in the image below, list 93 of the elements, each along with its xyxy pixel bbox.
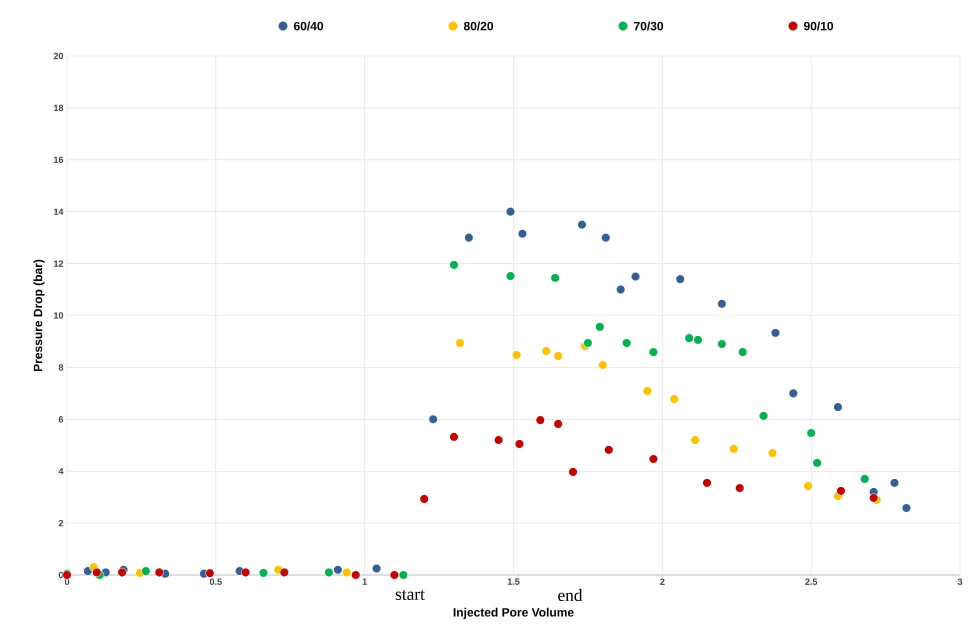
point bbox=[833, 402, 843, 412]
point bbox=[241, 568, 250, 577]
y-tick-label: 10 bbox=[54, 312, 64, 319]
point bbox=[738, 348, 748, 357]
point bbox=[428, 414, 438, 424]
point bbox=[512, 350, 522, 360]
point bbox=[420, 494, 429, 504]
point bbox=[860, 474, 870, 484]
point bbox=[812, 458, 822, 468]
point bbox=[506, 207, 516, 216]
y-tick-label: 6 bbox=[58, 416, 64, 422]
legend-label: 90/10 bbox=[804, 22, 834, 30]
x-tick-label: 1.5 bbox=[508, 578, 520, 585]
point bbox=[890, 478, 900, 488]
point bbox=[514, 439, 524, 448]
point bbox=[690, 436, 700, 445]
y-tick-label: 16 bbox=[54, 156, 64, 163]
y-tick-label: 8 bbox=[58, 364, 64, 371]
point bbox=[324, 568, 334, 577]
x-tick-label: 2.5 bbox=[805, 578, 818, 585]
y-tick-label: 4 bbox=[58, 468, 64, 474]
point bbox=[631, 272, 640, 282]
point bbox=[141, 566, 150, 576]
point bbox=[595, 322, 604, 332]
point bbox=[92, 568, 102, 577]
x-tick-label: 3 bbox=[958, 578, 962, 585]
y-tick-label: 2 bbox=[58, 520, 64, 526]
point bbox=[598, 360, 608, 370]
point bbox=[118, 568, 127, 577]
text: start bbox=[396, 590, 425, 600]
point bbox=[449, 432, 459, 442]
point bbox=[622, 338, 632, 348]
y-tick-label: 14 bbox=[54, 208, 64, 215]
point bbox=[768, 448, 778, 458]
point bbox=[758, 411, 768, 420]
point bbox=[788, 388, 798, 398]
point bbox=[806, 428, 816, 438]
point bbox=[554, 419, 563, 429]
point bbox=[729, 444, 738, 454]
point bbox=[554, 351, 563, 361]
point bbox=[205, 568, 214, 578]
point bbox=[735, 484, 744, 493]
point bbox=[390, 570, 399, 580]
point bbox=[342, 568, 352, 577]
legend-label: 60/40 bbox=[294, 22, 324, 30]
point bbox=[670, 394, 679, 404]
point bbox=[351, 570, 360, 580]
y-tick-label: 20 bbox=[54, 52, 64, 60]
point bbox=[372, 564, 382, 574]
legend-label: 80/20 bbox=[464, 22, 494, 30]
point bbox=[869, 493, 878, 502]
x-tick-label: 2 bbox=[660, 578, 664, 585]
point bbox=[902, 504, 911, 513]
point bbox=[154, 568, 164, 577]
point bbox=[676, 274, 685, 284]
text: end bbox=[558, 588, 582, 602]
point bbox=[717, 339, 726, 349]
y-axis-title: Pressure Drop (bar) bbox=[33, 260, 45, 372]
x-tick-label: 0.5 bbox=[210, 578, 222, 585]
point bbox=[702, 478, 712, 488]
point bbox=[770, 328, 780, 338]
point bbox=[642, 386, 652, 396]
point bbox=[536, 416, 545, 425]
y-tick-label: 18 bbox=[54, 104, 64, 112]
point bbox=[684, 334, 694, 343]
x-tick-label: 1 bbox=[362, 578, 367, 585]
point bbox=[258, 568, 268, 578]
point bbox=[494, 436, 504, 445]
point bbox=[568, 467, 578, 477]
point bbox=[804, 481, 813, 491]
point bbox=[836, 486, 846, 496]
point bbox=[550, 273, 560, 282]
point bbox=[648, 348, 658, 357]
point bbox=[449, 260, 459, 270]
x-axis-title: Injected Pore Volume bbox=[454, 608, 574, 619]
point bbox=[583, 338, 592, 348]
point bbox=[464, 233, 474, 242]
legend-label: 70/30 bbox=[634, 22, 664, 30]
point bbox=[506, 272, 516, 281]
point bbox=[604, 445, 614, 454]
point bbox=[577, 220, 587, 230]
point bbox=[648, 454, 658, 464]
point bbox=[398, 570, 408, 580]
point bbox=[333, 565, 342, 574]
y-tick-label: 12 bbox=[54, 260, 64, 267]
point bbox=[601, 233, 610, 242]
point bbox=[542, 346, 551, 356]
point bbox=[717, 299, 726, 308]
point bbox=[518, 229, 527, 238]
point bbox=[455, 338, 464, 348]
point bbox=[694, 335, 703, 344]
point bbox=[616, 285, 626, 294]
point bbox=[280, 568, 289, 577]
